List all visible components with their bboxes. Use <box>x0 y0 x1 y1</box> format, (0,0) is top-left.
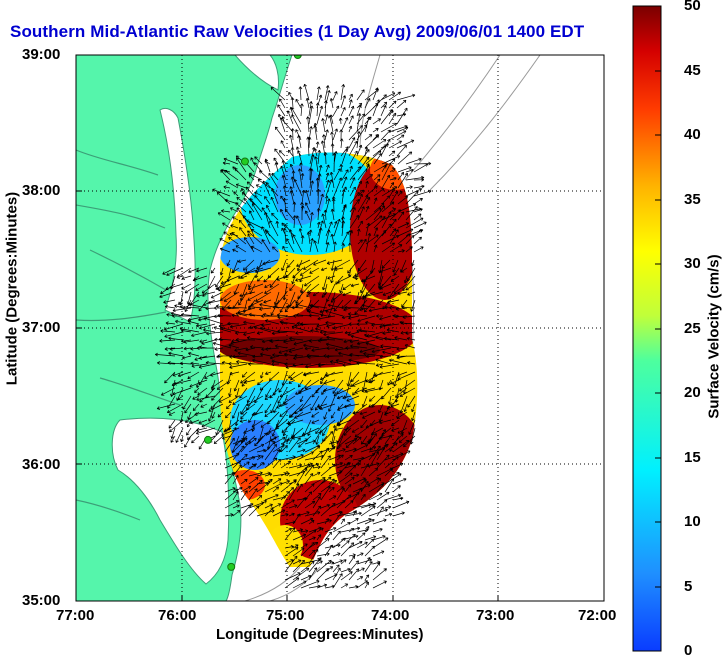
colorbar-tick-label: 25 <box>684 320 701 337</box>
velocity-field <box>220 152 418 567</box>
x-tick-label: 75:00 <box>266 607 305 624</box>
colorbar-tick-label: 5 <box>684 578 693 595</box>
x-tick-label: 76:00 <box>158 607 197 624</box>
velocity-arrow-set <box>155 83 432 589</box>
colorbar-tick-label: 30 <box>684 255 701 272</box>
pamlico-sound <box>111 417 230 585</box>
y-tick-label: 36:00 <box>22 456 61 473</box>
colorbar-tick-label: 10 <box>684 513 701 530</box>
colorbar-tick-label: 0 <box>684 642 693 659</box>
colorbar-tick-label: 20 <box>684 384 701 401</box>
colorbar-tick-label: 40 <box>684 126 701 143</box>
colorbar-tick-label: 50 <box>684 0 701 14</box>
radar-station-marker <box>293 55 302 59</box>
x-tick-label: 74:00 <box>371 607 410 624</box>
colorbar-tick-label: 45 <box>684 62 701 79</box>
colorbar-ticks <box>655 70 661 588</box>
velocity-arrows <box>155 83 432 589</box>
radar-station-marker <box>227 562 236 571</box>
station-markers <box>204 55 302 571</box>
colorbar-tick-label: 15 <box>684 449 701 466</box>
y-tick-label: 39:00 <box>22 46 61 63</box>
colorbar-tick-label: 35 <box>684 191 701 208</box>
x-tick-label: 72:00 <box>578 607 617 624</box>
colorbar-label: Surface Velocity (cm/s) <box>705 254 723 419</box>
y-tick-label: 38:00 <box>22 182 61 199</box>
y-axis-label: Latitude (Degrees:Minutes) <box>3 191 21 386</box>
x-axis-label: Longitude (Degrees:Minutes) <box>216 626 424 643</box>
radar-station-marker <box>240 157 249 166</box>
map-title: Southern Mid-Atlantic Raw Velocities (1 … <box>10 22 585 41</box>
delaware-bay <box>234 55 279 91</box>
y-tick-label: 37:00 <box>22 319 61 336</box>
grid-lines <box>76 55 604 601</box>
axis-ticks <box>75 54 605 602</box>
radar-station-marker <box>204 435 212 444</box>
y-tick-label: 35:00 <box>22 592 61 609</box>
x-tick-label: 73:00 <box>476 607 515 624</box>
x-tick-label: 77:00 <box>56 607 95 624</box>
